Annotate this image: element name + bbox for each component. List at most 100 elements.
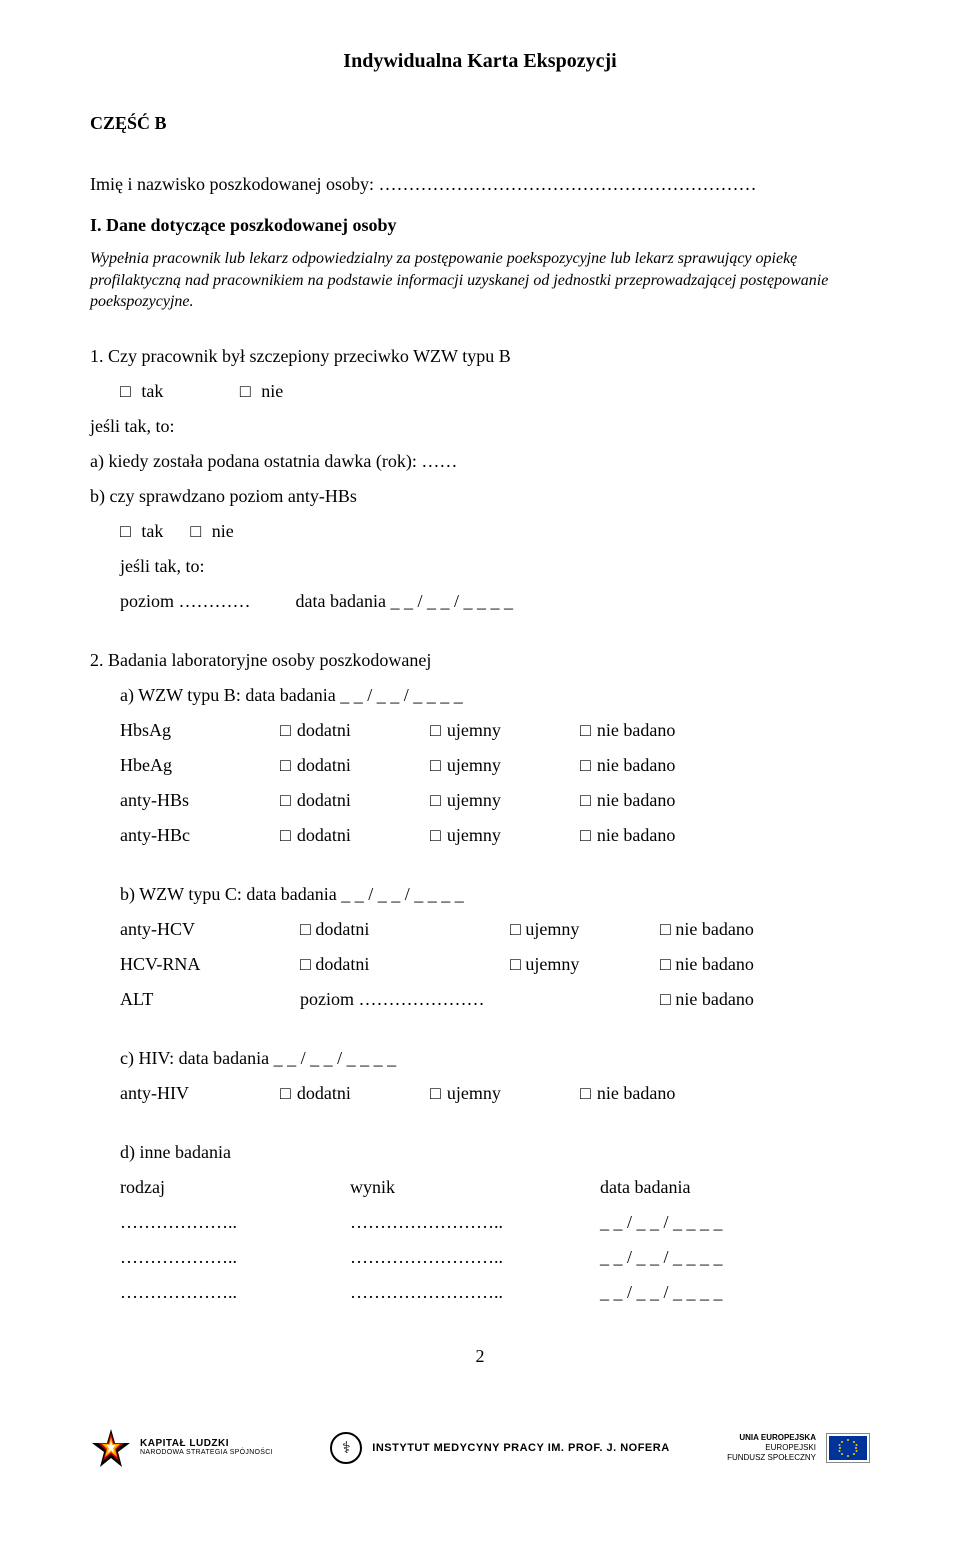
- cell: ujemny: [447, 825, 501, 845]
- table-row: anty-HCV □ dodatni □ ujemny □ nie badano: [120, 916, 870, 943]
- logo-kapital: KAPITAŁ LUDZKI NARODOWA STRATEGIA SPÓJNO…: [90, 1427, 273, 1469]
- name-line: Imię i nazwisko poszkodowanej osoby: …………: [90, 174, 870, 195]
- col-header: rodzaj: [120, 1174, 350, 1201]
- checkbox-icon[interactable]: □: [120, 518, 131, 545]
- cell: ujemny: [447, 720, 501, 740]
- cell: ujemny: [447, 790, 501, 810]
- checkbox-icon[interactable]: □: [580, 752, 591, 779]
- cell: ………………..: [120, 1244, 350, 1271]
- cell: nie badano: [597, 720, 675, 740]
- q1b-yes: tak: [141, 521, 163, 541]
- row-label: anty-HBc: [120, 822, 280, 849]
- checkbox-icon[interactable]: □: [580, 1080, 591, 1107]
- cell: dodatni: [297, 720, 351, 740]
- q2-heading: 2. Badania laboratoryjne osoby poszkodow…: [90, 647, 870, 674]
- checkbox-icon[interactable]: □: [280, 717, 291, 744]
- logo-nofer: ⚕ INSTYTUT MEDYCYNY PRACY IM. PROF. J. N…: [330, 1432, 669, 1464]
- cell: nie badano: [597, 790, 675, 810]
- q1b-date: data badania _ _ / _ _ / _ _ _ _: [296, 591, 513, 611]
- checkbox-icon[interactable]: □: [430, 717, 441, 744]
- eu-l1: UNIA EUROPEJSKA: [727, 1433, 816, 1443]
- q1b-level-row: poziom ………… data badania _ _ / _ _ / _ _…: [120, 588, 870, 615]
- col-header: data badania: [600, 1174, 800, 1201]
- checkbox-icon[interactable]: □: [430, 1080, 441, 1107]
- eu-l3: FUNDUSZ SPOŁECZNY: [727, 1453, 816, 1463]
- caduceus-icon: ⚕: [330, 1432, 362, 1464]
- table-row: anty-HIV □dodatni □ujemny □nie badano: [120, 1080, 870, 1107]
- cell: dodatni: [297, 825, 351, 845]
- table-row: HbeAg □dodatni □ujemny □nie badano: [120, 752, 870, 779]
- kapital-l1: KAPITAŁ LUDZKI: [140, 1438, 273, 1449]
- checkbox-icon[interactable]: □: [280, 752, 291, 779]
- q1-options: □ tak □ nie: [120, 378, 870, 405]
- part-label: CZĘŚĆ B: [90, 113, 870, 134]
- nofer-text: INSTYTUT MEDYCYNY PRACY IM. PROF. J. NOF…: [372, 1442, 669, 1454]
- page-number: 2: [90, 1346, 870, 1367]
- table-row: ……………….. …………………….. _ _ / _ _ / _ _ _ _: [120, 1209, 870, 1236]
- cell: nie badano: [597, 755, 675, 775]
- row-label: HbeAg: [120, 752, 280, 779]
- cell: _ _ / _ _ / _ _ _ _: [600, 1244, 800, 1271]
- checkbox-icon[interactable]: □: [580, 717, 591, 744]
- cell: _ _ / _ _ / _ _ _ _: [600, 1209, 800, 1236]
- checkbox-icon[interactable]: □: [280, 822, 291, 849]
- cell: □ nie badano: [660, 916, 840, 943]
- cell: ujemny: [447, 755, 501, 775]
- cell: □ nie badano: [660, 986, 840, 1013]
- table-row: HbsAg □ dodatni □ ujemny □ nie badano: [120, 717, 870, 744]
- row-label: ALT: [120, 986, 300, 1013]
- q1-if-yes: jeśli tak, to:: [90, 413, 870, 440]
- eu-flag-icon: [826, 1433, 870, 1463]
- cell: dodatni: [297, 1083, 351, 1103]
- cell: ujemny: [447, 1083, 501, 1103]
- checkbox-icon[interactable]: □: [120, 378, 131, 405]
- cell: □ dodatni: [300, 916, 510, 943]
- cell: poziom …………………: [300, 986, 510, 1013]
- checkbox-icon[interactable]: □: [580, 822, 591, 849]
- q1b-if-yes: jeśli tak, to:: [120, 553, 870, 580]
- q1-yes: tak: [141, 381, 163, 401]
- checkbox-icon[interactable]: □: [430, 822, 441, 849]
- row-label: anty-HIV: [120, 1080, 280, 1107]
- q1-no: nie: [261, 381, 283, 401]
- table-header: rodzaj wynik data badania: [120, 1174, 870, 1201]
- q1b-options: □ tak □ nie: [120, 518, 870, 545]
- cell: ……………………..: [350, 1279, 600, 1306]
- q2a-heading: a) WZW typu B: data badania _ _ / _ _ / …: [120, 682, 870, 709]
- row-label: anty-HCV: [120, 916, 300, 943]
- checkbox-icon[interactable]: □: [430, 752, 441, 779]
- q2c-heading: c) HIV: data badania _ _ / _ _ / _ _ _ _: [120, 1045, 870, 1072]
- checkbox-icon[interactable]: □: [280, 787, 291, 814]
- q1b: b) czy sprawdzano poziom anty-HBs: [90, 483, 870, 510]
- checkbox-icon[interactable]: □: [280, 1080, 291, 1107]
- document-title: Indywidualna Karta Ekspozycji: [90, 50, 870, 73]
- checkbox-icon[interactable]: □: [430, 787, 441, 814]
- cell: nie badano: [597, 825, 675, 845]
- q1b-no: nie: [212, 521, 234, 541]
- cell: ………………..: [120, 1209, 350, 1236]
- q1a: a) kiedy została podana ostatnia dawka (…: [90, 448, 870, 475]
- table-row: ……………….. …………………….. _ _ / _ _ / _ _ _ _: [120, 1244, 870, 1271]
- cell: ………………..: [120, 1279, 350, 1306]
- checkbox-icon[interactable]: □: [190, 518, 201, 545]
- cell: ……………………..: [350, 1244, 600, 1271]
- eu-l2: EUROPEJSKI: [727, 1443, 816, 1453]
- cell: □ ujemny: [510, 951, 660, 978]
- cell: □ dodatni: [300, 951, 510, 978]
- cell: □ ujemny: [510, 916, 660, 943]
- q2b-heading: b) WZW typu C: data badania _ _ / _ _ / …: [120, 881, 870, 908]
- checkbox-icon[interactable]: □: [240, 378, 251, 405]
- footer: KAPITAŁ LUDZKI NARODOWA STRATEGIA SPÓJNO…: [90, 1427, 870, 1469]
- q2d-heading: d) inne badania: [120, 1139, 870, 1166]
- kapital-l2: NARODOWA STRATEGIA SPÓJNOŚCI: [140, 1449, 273, 1457]
- table-row: ALT poziom ………………… □ nie badano: [120, 986, 870, 1013]
- row-label: HbsAg: [120, 717, 280, 744]
- cell: □ nie badano: [660, 951, 840, 978]
- checkbox-icon[interactable]: □: [580, 787, 591, 814]
- table-row: anty-HBc □ dodatni □ ujemny □ nie badano: [120, 822, 870, 849]
- section-1-instruction: Wypełnia pracownik lub lekarz odpowiedzi…: [90, 248, 870, 313]
- row-label: anty-HBs: [120, 787, 280, 814]
- cell: [510, 986, 660, 1013]
- q1b-level: poziom …………: [120, 591, 251, 611]
- table-row: HCV-RNA □ dodatni □ ujemny □ nie badano: [120, 951, 870, 978]
